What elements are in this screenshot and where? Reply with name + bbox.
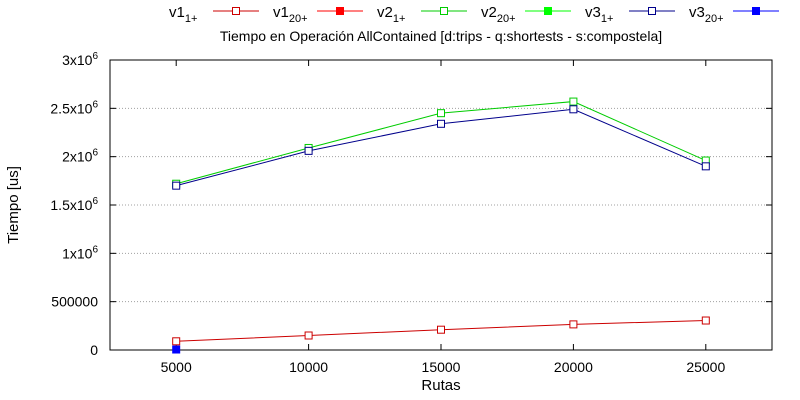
legend: v11+ v120+ v21+ v220+ v31+ v320+: [169, 4, 779, 25]
series-v3-1+: [172, 105, 710, 190]
data-point: [569, 320, 578, 329]
data-point: [701, 162, 710, 171]
y-tick-label: 1x106: [62, 244, 98, 261]
y-tick-label: 2.5x106: [50, 99, 98, 116]
series-layer: [172, 97, 710, 354]
series-v3-20+: [172, 345, 181, 354]
data-point: [569, 97, 578, 106]
legend-label: v11+: [169, 4, 197, 25]
legend-marker: [648, 7, 656, 15]
legend-label: v320+: [689, 4, 724, 25]
y-tick-label: 0: [90, 342, 98, 358]
legend-marker: [752, 7, 760, 15]
y-axis-label: Tiempo [us]: [5, 166, 22, 244]
legend-label: v21+: [377, 4, 405, 25]
legend-label: v220+: [481, 4, 516, 25]
grid-lines: [110, 107, 772, 303]
legend-item: v220+: [481, 4, 571, 25]
legend-label: v31+: [585, 4, 613, 25]
x-axis-label: Rutas: [421, 377, 460, 394]
y-tick-label: 500000: [51, 294, 98, 310]
data-point: [569, 105, 578, 114]
legend-label: v120+: [273, 4, 308, 25]
legend-item: v21+: [377, 4, 467, 25]
axis-ticks: 0 500000 1x106 1.5x106 2x106 2.5x106 3x106 5000…: [50, 51, 772, 375]
legend-item: v31+: [585, 4, 675, 25]
data-point: [172, 345, 181, 354]
x-tick-label: 25000: [686, 359, 725, 375]
y-tick-label: 1.5x106: [50, 196, 98, 213]
y-tick-label: 3x106: [62, 51, 98, 68]
x-tick-label: 10000: [289, 359, 328, 375]
x-tick-label: 5000: [161, 359, 192, 375]
data-point: [304, 146, 313, 155]
legend-marker: [232, 7, 240, 15]
data-point: [304, 331, 313, 340]
data-point: [437, 325, 445, 334]
data-point: [701, 316, 710, 325]
series-v1-1+: [172, 316, 710, 346]
y-tick-label: 2x106: [62, 148, 98, 165]
data-point: [172, 337, 181, 346]
x-tick-label: 15000: [422, 359, 461, 375]
legend-marker: [544, 7, 552, 15]
legend-marker: [440, 7, 448, 15]
legend-item: v320+: [689, 4, 779, 25]
data-point: [172, 181, 181, 190]
series-v2-1+: [172, 97, 710, 188]
chart-title: Tiempo en Operación AllContained [d:trip…: [220, 28, 662, 44]
legend-item: v11+: [169, 4, 259, 25]
data-point: [437, 109, 445, 118]
x-tick-label: 20000: [554, 359, 593, 375]
legend-marker: [336, 7, 344, 15]
legend-item: v120+: [273, 4, 363, 25]
data-point: [437, 119, 445, 128]
